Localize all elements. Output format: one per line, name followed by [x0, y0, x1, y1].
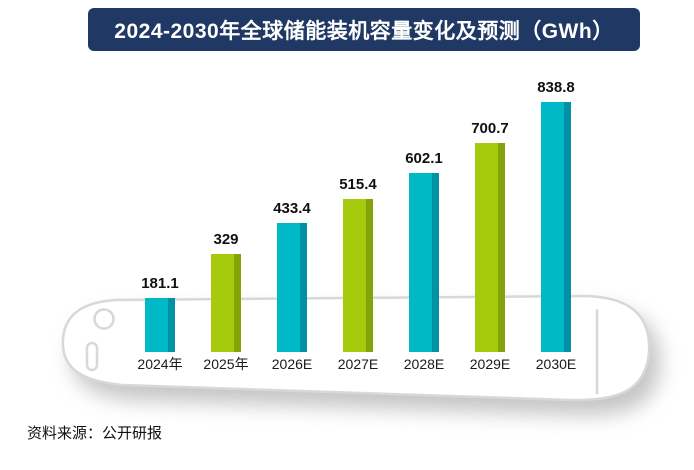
source-note: 资料来源：公开研报 — [27, 425, 163, 442]
bar-value-label: 602.1 — [405, 149, 443, 167]
bar-group: 181.1 2024年 — [127, 70, 193, 376]
bar-value-label: 838.8 — [537, 79, 575, 97]
bar-group: 515.4 2027E — [325, 70, 391, 376]
bar — [475, 143, 505, 352]
bar — [409, 172, 439, 352]
bar-group: 700.7 2029E — [457, 70, 523, 376]
bar — [211, 254, 241, 352]
bar-group: 329 2025年 — [193, 70, 259, 376]
bar-category-label: 2024年 — [137, 356, 183, 372]
bar-category-label: 2028E — [403, 356, 445, 372]
bar-category-label: 2025年 — [203, 356, 249, 372]
bar-value-label: 329 — [213, 231, 239, 248]
bar-side-shade — [432, 172, 439, 352]
bar-group: 838.8 2030E — [523, 70, 589, 376]
bar-category-label: 2026E — [271, 356, 313, 372]
bar-value-label: 515.4 — [339, 175, 377, 193]
chart-title: 2024-2030年全球储能装机容量变化及预测（GWh） — [114, 19, 614, 43]
bar-group: 602.1 2028E — [391, 70, 457, 376]
bar-side-shade — [564, 102, 571, 352]
bar — [145, 298, 175, 352]
bar-side-shade — [234, 254, 241, 352]
bar-value-label: 181.1 — [141, 275, 179, 293]
bar-side-shade — [366, 198, 373, 352]
bar-category-label: 2027E — [337, 356, 379, 372]
bar-side-shade — [168, 298, 175, 352]
bar-category-label: 2029E — [469, 356, 511, 372]
bar — [541, 102, 571, 352]
phone-speaker-pill — [85, 341, 99, 372]
bar-value-label: 700.7 — [471, 120, 509, 138]
bar-side-shade — [498, 143, 505, 352]
bar — [277, 222, 307, 352]
bar-side-shade — [300, 222, 307, 352]
bar — [343, 198, 373, 352]
bar-category-label: 2030E — [535, 356, 577, 372]
bar-value-label: 433.4 — [273, 199, 311, 217]
bar-chart: 181.1 2024年 329 2025年 433.4 2026E 515.4 2027E 60… — [127, 70, 589, 376]
bar-group: 433.4 2026E — [259, 70, 325, 376]
phone-camera-circle — [93, 308, 115, 330]
chart-title-banner: 2024-2030年全球储能装机容量变化及预测（GWh） — [88, 8, 640, 51]
